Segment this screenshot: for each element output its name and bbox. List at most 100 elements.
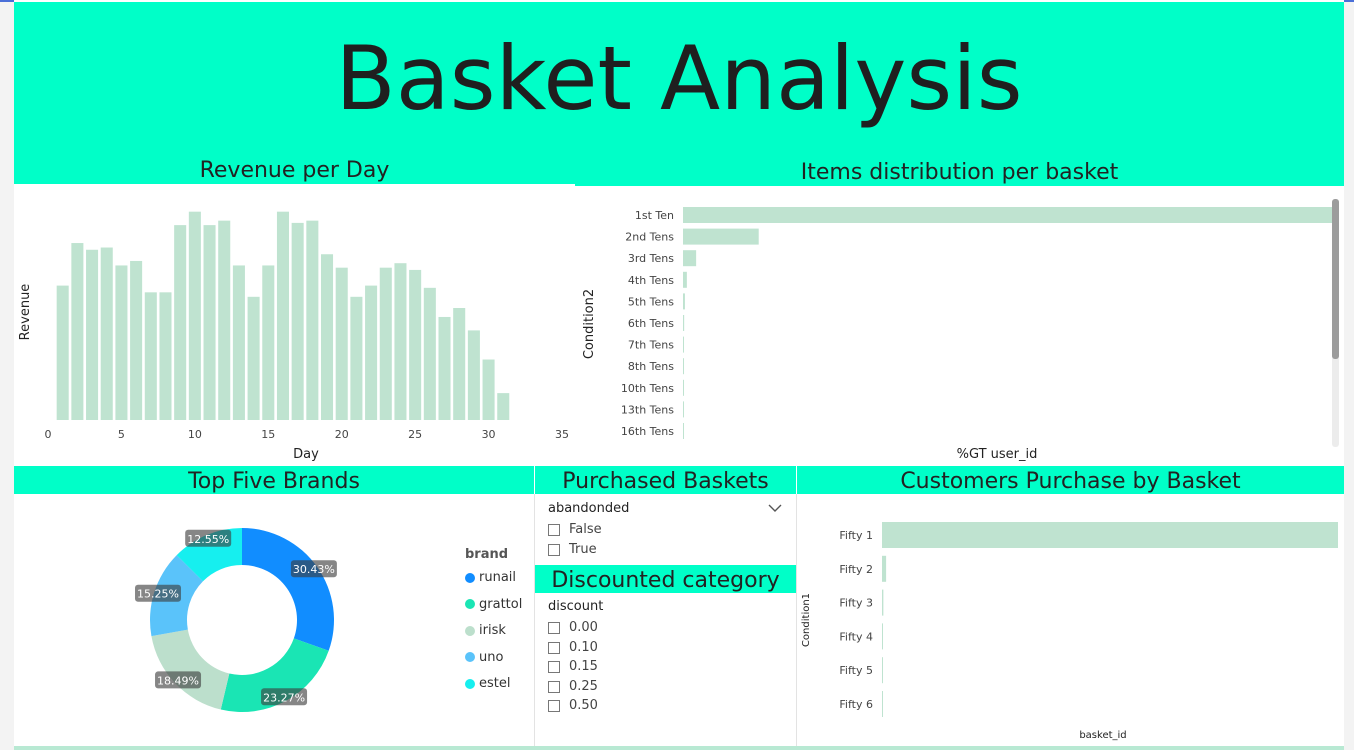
revenue-bar[interactable] xyxy=(130,260,143,420)
revenue-bar[interactable] xyxy=(394,263,407,420)
svg-text:15.25%: 15.25% xyxy=(137,588,179,601)
discount-option[interactable]: 0.10 xyxy=(548,640,598,655)
customers-bar[interactable] xyxy=(882,589,884,616)
items-category-label: 13th Tens xyxy=(621,403,674,416)
checkbox-icon[interactable] xyxy=(548,699,560,712)
donut-slice-runail[interactable] xyxy=(242,528,335,651)
customers-chart-panel[interactable]: Fifty 1 Fifty 2 Fifty 3 Fifty 4 Fifty 5 Fifty… xyxy=(797,494,1344,746)
legend-dot-icon xyxy=(465,599,475,609)
legend-label: estel xyxy=(479,676,511,691)
customers-bar[interactable] xyxy=(882,522,1338,548)
checkbox-icon[interactable] xyxy=(548,680,560,693)
checkbox-icon[interactable] xyxy=(548,621,560,634)
items-chart-panel[interactable]: 1st Ten 2nd Tens 3rd Tens 4th Tens 5th Tens 6… xyxy=(575,186,1344,462)
revenue-bar[interactable] xyxy=(100,247,113,420)
revenue-bar[interactable] xyxy=(291,222,304,420)
checkbox-icon[interactable] xyxy=(548,543,560,556)
revenue-bar[interactable] xyxy=(335,267,348,420)
revenue-bar[interactable] xyxy=(409,269,422,420)
revenue-bar[interactable] xyxy=(218,220,231,420)
revenue-bar[interactable] xyxy=(321,254,334,420)
customers-bar[interactable] xyxy=(882,657,883,684)
revenue-bar[interactable] xyxy=(276,211,289,420)
items-y-axis-label: Condition2 xyxy=(582,289,597,359)
revenue-bar[interactable] xyxy=(438,316,451,420)
donut-slice-grattol[interactable] xyxy=(220,638,329,712)
customers-category-label: Fifty 2 xyxy=(839,563,873,576)
items-bar[interactable] xyxy=(683,228,759,245)
revenue-bar[interactable] xyxy=(453,308,466,420)
items-scrollbar-thumb[interactable] xyxy=(1332,199,1339,359)
page-title: Basket Analysis xyxy=(335,27,1023,130)
revenue-bar[interactable] xyxy=(174,225,187,420)
purchased-option-true[interactable]: True xyxy=(548,542,597,557)
items-category-label: 1st Ten xyxy=(635,209,674,222)
revenue-bar[interactable] xyxy=(159,292,172,420)
discount-option[interactable]: 0.00 xyxy=(548,620,598,635)
revenue-bar[interactable] xyxy=(86,249,99,420)
customers-category-label: Fifty 3 xyxy=(839,597,873,610)
revenue-bar[interactable] xyxy=(482,359,495,420)
customers-bar[interactable] xyxy=(882,623,883,650)
revenue-bar[interactable] xyxy=(232,265,245,420)
revenue-bar[interactable] xyxy=(115,265,128,420)
revenue-bar[interactable] xyxy=(467,330,480,420)
revenue-bar[interactable] xyxy=(144,292,157,420)
revenue-bar[interactable] xyxy=(497,393,510,420)
legend-dot-icon xyxy=(465,625,475,636)
revenue-x-tick: 25 xyxy=(408,428,422,441)
legend-item-grattol[interactable]: grattol xyxy=(465,597,522,612)
discount-option[interactable]: 0.15 xyxy=(548,659,598,674)
items-category-label: 6th Tens xyxy=(628,317,674,330)
items-bar[interactable] xyxy=(683,423,684,439)
brands-chart-panel[interactable]: 30.43% 23.27% 18.49% 15.25% 12.55% brand run… xyxy=(14,494,534,746)
revenue-x-tick: 10 xyxy=(188,428,202,441)
revenue-bar[interactable] xyxy=(423,287,436,420)
legend-item-uno[interactable]: uno xyxy=(465,650,503,665)
revenue-bar[interactable] xyxy=(365,285,378,420)
revenue-bar[interactable] xyxy=(71,243,84,420)
customers-chart-title: Customers Purchase by Basket xyxy=(797,466,1344,494)
legend-item-irisk[interactable]: irisk xyxy=(465,623,506,638)
donut-slice-irisk[interactable] xyxy=(151,629,230,710)
items-bar[interactable] xyxy=(683,336,684,353)
revenue-chart-panel[interactable]: 0 5 10 15 20 25 30 35 Revenue Day xyxy=(14,186,575,462)
customers-chart: Fifty 1 Fifty 2 Fifty 3 Fifty 4 Fifty 5 Fifty… xyxy=(801,522,1338,741)
customers-bar[interactable] xyxy=(882,555,887,582)
legend-label: runail xyxy=(479,570,517,585)
checkbox-icon[interactable] xyxy=(548,660,560,673)
revenue-bar[interactable] xyxy=(56,285,69,420)
revenue-bar[interactable] xyxy=(350,296,363,420)
legend-item-estel[interactable]: estel xyxy=(465,676,510,691)
items-bar[interactable] xyxy=(683,379,684,396)
items-bar[interactable] xyxy=(683,358,684,375)
revenue-bar[interactable] xyxy=(188,211,201,420)
items-category-label: 5th Tens xyxy=(628,295,674,308)
revenue-bar[interactable] xyxy=(247,296,260,420)
customers-y-axis-label: Condition1 xyxy=(801,593,812,647)
bottom-strip xyxy=(14,746,1344,750)
items-bar[interactable] xyxy=(683,271,687,288)
revenue-bar[interactable] xyxy=(306,220,319,420)
revenue-bar[interactable] xyxy=(379,267,392,420)
items-category-label: 4th Tens xyxy=(628,274,674,287)
checkbox-icon[interactable] xyxy=(548,523,560,536)
revenue-x-tick: 15 xyxy=(261,428,275,441)
legend-item-runail[interactable]: runail xyxy=(465,570,516,585)
items-bar[interactable] xyxy=(683,315,685,331)
revenue-bar[interactable] xyxy=(203,225,216,420)
items-bar[interactable] xyxy=(683,250,697,267)
purchased-slicer-title: Purchased Baskets xyxy=(535,466,796,494)
discount-option[interactable]: 0.25 xyxy=(548,679,598,694)
items-bar[interactable] xyxy=(683,293,685,310)
chevron-down-icon[interactable] xyxy=(768,503,782,513)
brands-legend-title: brand xyxy=(465,547,509,562)
items-bar[interactable] xyxy=(683,401,684,418)
items-bar[interactable] xyxy=(683,207,1332,223)
discount-option[interactable]: 0.50 xyxy=(548,698,598,713)
checkbox-icon[interactable] xyxy=(548,641,560,654)
purchased-option-false[interactable]: False xyxy=(548,522,602,537)
brands-donut-chart: 30.43% 23.27% 18.49% 15.25% 12.55% xyxy=(135,528,337,712)
revenue-bar[interactable] xyxy=(262,265,275,420)
customers-bar[interactable] xyxy=(882,691,883,717)
